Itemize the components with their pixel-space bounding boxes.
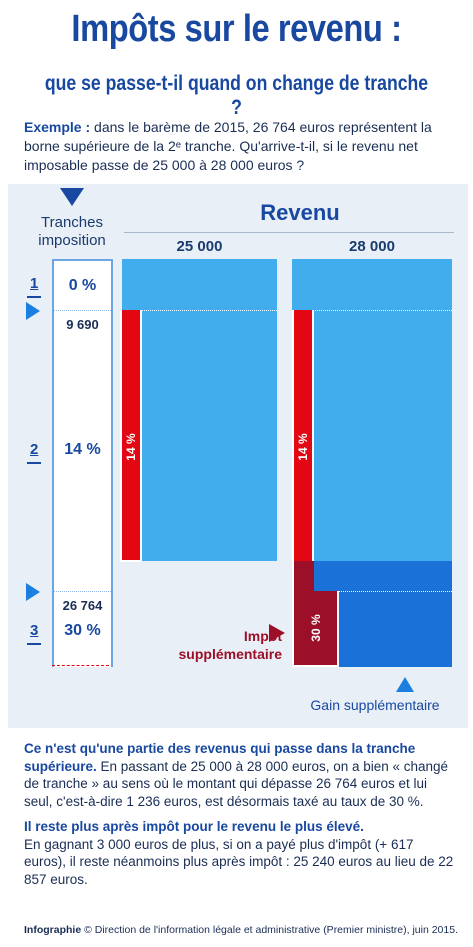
tranche-column <box>52 259 113 667</box>
impot-supplementaire-line1: Impôt <box>243 628 282 644</box>
note-1-text: En passant de 25 000 à 28 000 euros, on … <box>24 758 449 809</box>
tranche-number-2-bar <box>27 462 41 464</box>
tax-bar-25000 <box>120 310 142 562</box>
page-subtitle: que se passe-t-il quand on change de tra… <box>44 72 429 119</box>
tranche-number-2: 2 <box>30 441 39 458</box>
tranche-divider-2 <box>54 591 111 592</box>
tranche-number-3-bar <box>27 643 41 645</box>
gain-supplementaire-label: Gain supplémentaire <box>310 697 440 713</box>
tranche-number-1-bar <box>27 296 41 298</box>
credit-text: © Direction de l'information légale et a… <box>81 924 458 936</box>
column-head-25000: 25 000 <box>176 238 223 255</box>
tranches-label-line1: Tranches <box>41 214 103 231</box>
tranches-label: Tranches imposition <box>28 214 116 250</box>
down-arrow-icon <box>60 188 84 206</box>
credit-label: Infographie <box>24 924 82 936</box>
impot-supplementaire-label: Impôt supplémentaire <box>160 627 282 663</box>
example-paragraph: Exemple : dans le barème de 2015, 26 764… <box>24 118 454 175</box>
revenu-label: Revenu <box>260 200 340 225</box>
bar-28000-tranche2 <box>292 259 452 561</box>
note-2-text: En gagnant 3 000 euros de plus, si on a … <box>24 836 454 887</box>
bar-25000-tranche-line <box>122 310 277 311</box>
column-head-28000: 28 000 <box>349 238 395 255</box>
tax-rate-label-25000: 14 % <box>124 433 138 461</box>
page-title: Impôts sur le revenu : <box>71 8 402 50</box>
up-arrow-icon <box>396 677 414 692</box>
tranche-number-1: 1 <box>30 275 39 292</box>
tax-bar-28000-14-extra <box>292 561 314 591</box>
note-2-bold: Il reste plus après impôt pour le revenu… <box>24 819 364 834</box>
bar-28000-bound-line <box>292 591 452 592</box>
example-text: dans le barème de 2015, 26 764 euros rep… <box>24 119 432 173</box>
bar-28000-tranche-line <box>292 310 452 311</box>
right-arrow-icon <box>26 583 40 601</box>
bar-25000 <box>122 259 277 561</box>
tax-rate-label-28000-30: 30 % <box>309 614 323 642</box>
revenu-divider <box>124 232 454 233</box>
tax-rate-label-28000-14: 14 % <box>296 433 310 461</box>
note-1-bold: Ce n'est qu'une partie des revenus qui p… <box>24 741 416 774</box>
tranche-rate-3: 30 % <box>64 622 101 639</box>
impot-supplementaire-line2: supplémentaire <box>178 646 282 662</box>
note-paragraph-1: Ce n'est qu'une partie des revenus qui p… <box>24 740 454 810</box>
tax-bar-28000-14 <box>292 310 314 561</box>
note-paragraph-2: Il reste plus après impôt pour le revenu… <box>24 818 454 888</box>
tranche-column-end <box>52 665 109 666</box>
bound-26764: 26 764 <box>62 598 103 613</box>
credit-line: Infographie © Direction de l'information… <box>24 924 464 936</box>
right-arrow-icon <box>269 624 285 642</box>
tranches-label-line2: imposition <box>38 232 106 249</box>
bound-9690: 9 690 <box>66 317 99 332</box>
tranche-divider-1 <box>54 310 111 311</box>
tax-bar-28000-30 <box>292 591 339 667</box>
tranche-rate-2: 14 % <box>64 441 101 458</box>
notes-section: Ce n'est qu'une partie des revenus qui p… <box>24 740 454 888</box>
right-arrow-icon <box>26 302 40 320</box>
tranche-rate-1: 0 % <box>68 277 97 294</box>
tranche-number-3: 3 <box>30 622 39 639</box>
example-label: Exemple : <box>24 119 91 135</box>
